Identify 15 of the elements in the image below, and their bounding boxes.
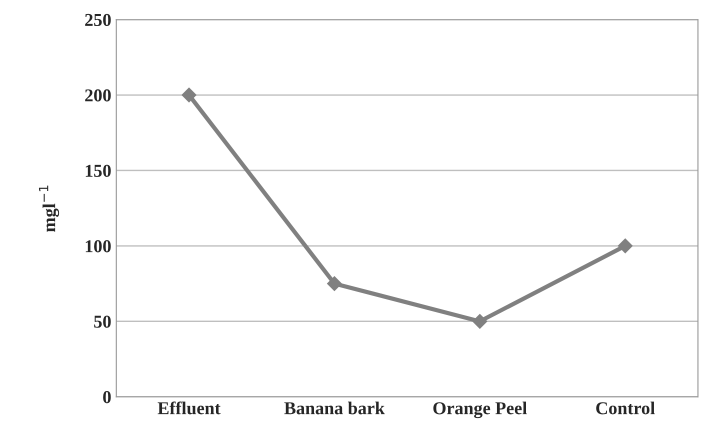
y-tick-label: 0 (103, 391, 111, 404)
y-tick-label: 50 (94, 316, 111, 328)
point (327, 276, 342, 292)
x-tick-label: Orange Peel (433, 402, 527, 418)
x-tick-label: Control (596, 402, 655, 414)
point (618, 238, 633, 254)
y-tick-label: 200 (85, 89, 111, 102)
y-tick-label: 250 (85, 14, 111, 26)
x-tick-label: Banana bark (284, 402, 385, 414)
y-axis-title: mgl$^{−1}$ (38, 186, 60, 232)
x-tick-label: Effluent (158, 401, 221, 414)
point (182, 88, 196, 102)
point (472, 314, 488, 329)
y-tick-label: 150 (86, 164, 111, 177)
y-tick-label: 100 (86, 240, 111, 252)
